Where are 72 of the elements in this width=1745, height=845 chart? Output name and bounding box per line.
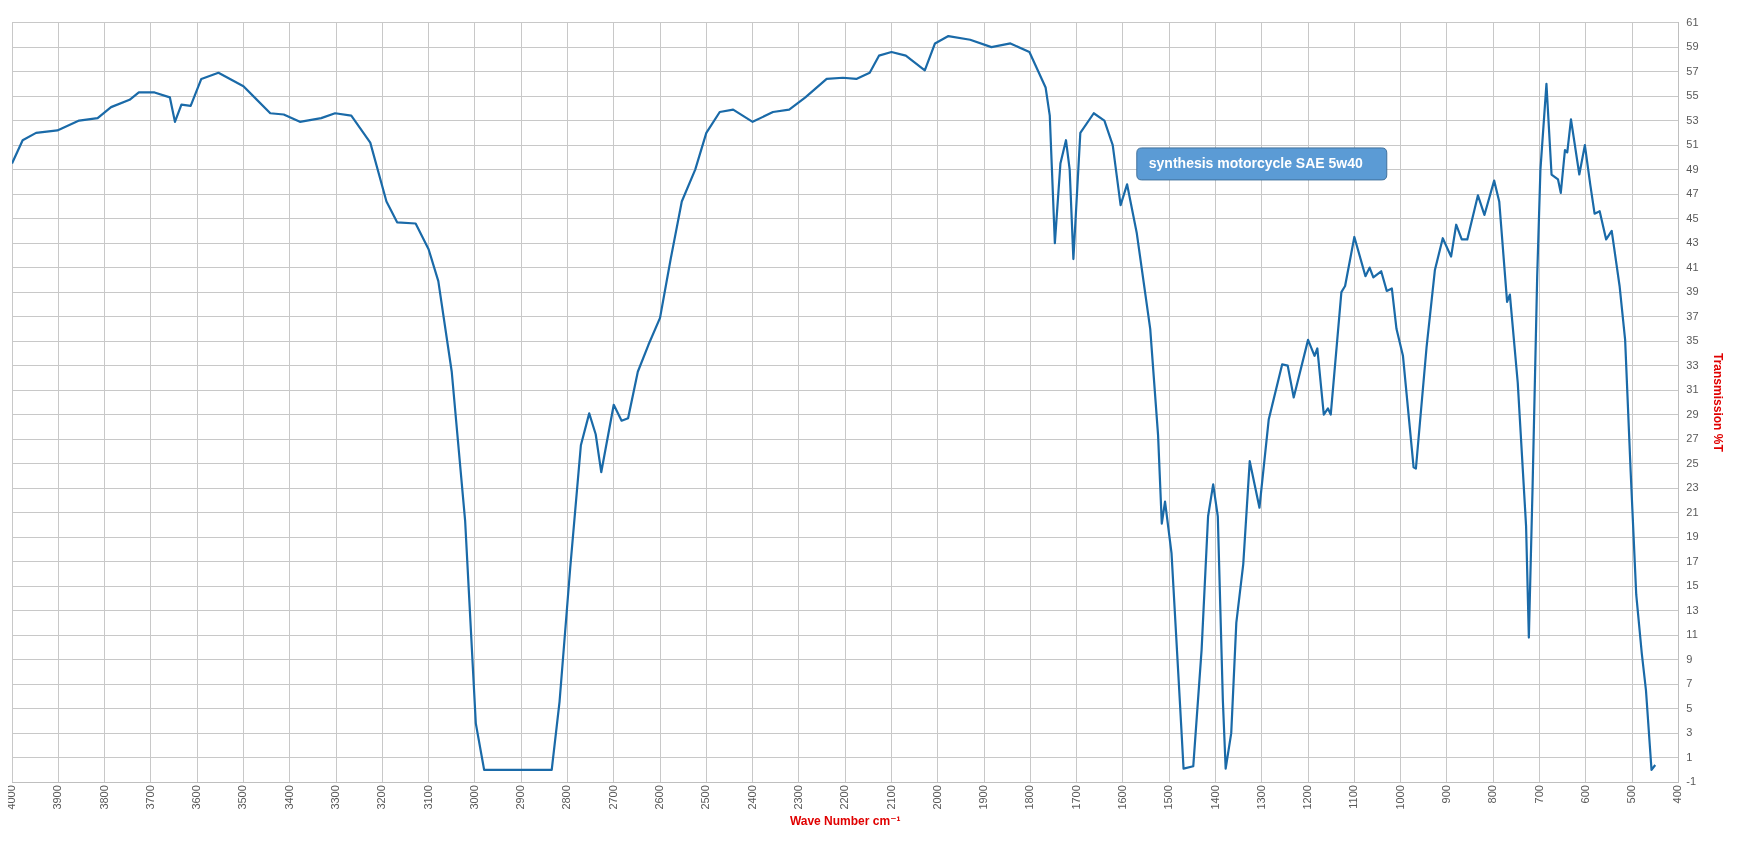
x-tick-label: 2900 bbox=[514, 785, 527, 810]
x-tick-label: 2600 bbox=[653, 785, 666, 810]
y-tick-label: 19 bbox=[1686, 530, 1699, 543]
x-tick-label: 3600 bbox=[190, 785, 203, 810]
x-tick-label: 3000 bbox=[467, 785, 480, 810]
x-tick-label: 3800 bbox=[97, 785, 110, 810]
x-tick-label: 2100 bbox=[884, 785, 897, 810]
y-tick-label: 31 bbox=[1686, 383, 1699, 396]
y-tick-label: 53 bbox=[1686, 113, 1699, 126]
y-tick-label: 45 bbox=[1686, 211, 1699, 224]
x-axis-title: Wave Number cm⁻¹ bbox=[789, 814, 901, 829]
x-tick-label: 2400 bbox=[745, 785, 758, 810]
x-tick-label: 1400 bbox=[1208, 785, 1221, 810]
y-tick-label: 51 bbox=[1686, 138, 1699, 151]
x-tick-label: 3400 bbox=[282, 785, 295, 810]
x-tick-label: 2000 bbox=[930, 785, 943, 810]
x-tick-label: 3700 bbox=[143, 785, 156, 810]
x-tick-label: 3200 bbox=[375, 785, 388, 810]
x-tick-label: 500 bbox=[1625, 785, 1638, 804]
y-tick-label: 25 bbox=[1686, 456, 1699, 469]
x-tick-label: 1000 bbox=[1393, 785, 1406, 810]
y-tick-label: -1 bbox=[1686, 775, 1697, 788]
y-tick-label: 27 bbox=[1686, 432, 1699, 445]
y-tick-label: 9 bbox=[1686, 652, 1693, 665]
x-tick-label: 1500 bbox=[1162, 785, 1175, 810]
y-tick-label: 15 bbox=[1686, 579, 1699, 592]
y-tick-label: 39 bbox=[1686, 285, 1699, 298]
x-tick-label: 400 bbox=[1671, 785, 1684, 804]
y-tick-label: 7 bbox=[1686, 677, 1693, 690]
y-tick-label: 13 bbox=[1686, 603, 1699, 616]
y-tick-label: 21 bbox=[1686, 505, 1699, 518]
x-tick-label: 1200 bbox=[1301, 785, 1314, 810]
x-tick-label: 1800 bbox=[1023, 785, 1036, 810]
y-tick-label: 35 bbox=[1686, 334, 1699, 347]
x-tick-label: 2800 bbox=[560, 785, 573, 810]
y-tick-label: 33 bbox=[1686, 358, 1699, 371]
y-tick-label: 43 bbox=[1686, 236, 1699, 249]
x-tick-label: 1600 bbox=[1115, 785, 1128, 810]
x-tick-label: 3100 bbox=[421, 785, 434, 810]
x-tick-label: 2500 bbox=[699, 785, 712, 810]
x-tick-label: 700 bbox=[1532, 785, 1545, 804]
x-tick-label: 900 bbox=[1439, 785, 1452, 804]
y-tick-label: 23 bbox=[1686, 481, 1699, 494]
x-tick-label: 3500 bbox=[236, 785, 249, 810]
y-tick-label: 55 bbox=[1686, 89, 1699, 102]
x-tick-label: 1100 bbox=[1347, 785, 1360, 809]
y-tick-label: 59 bbox=[1686, 40, 1699, 53]
annotation: synthesis motorcycle SAE 5w40 bbox=[1148, 154, 1363, 171]
y-tick-label: 41 bbox=[1686, 260, 1699, 273]
y-tick-label: 1 bbox=[1686, 750, 1693, 763]
y-tick-label: 29 bbox=[1686, 407, 1699, 420]
x-tick-label: 800 bbox=[1486, 785, 1499, 804]
y-tick-label: 49 bbox=[1686, 162, 1699, 175]
x-tick-label: 1300 bbox=[1254, 785, 1267, 810]
y-tick-label: 17 bbox=[1686, 554, 1699, 567]
y-tick-label: 5 bbox=[1686, 701, 1693, 714]
y-tick-label: 37 bbox=[1686, 309, 1699, 322]
y-axis-title: Transmission %T bbox=[1711, 353, 1726, 453]
y-tick-label: 47 bbox=[1686, 187, 1699, 200]
x-tick-label: 2200 bbox=[838, 785, 851, 810]
x-tick-label: 3900 bbox=[51, 785, 64, 810]
x-tick-label: 2700 bbox=[606, 785, 619, 810]
x-tick-label: 2300 bbox=[791, 785, 804, 810]
x-tick-label: 4000 bbox=[5, 785, 18, 810]
y-tick-label: 61 bbox=[1686, 15, 1699, 28]
x-tick-label: 1900 bbox=[977, 785, 990, 810]
y-tick-label: 57 bbox=[1686, 64, 1699, 77]
x-tick-label: 1700 bbox=[1069, 785, 1082, 810]
y-tick-label: 3 bbox=[1686, 726, 1693, 739]
x-tick-label: 3300 bbox=[329, 785, 342, 810]
y-tick-label: 11 bbox=[1686, 628, 1698, 641]
x-tick-label: 600 bbox=[1578, 785, 1591, 804]
